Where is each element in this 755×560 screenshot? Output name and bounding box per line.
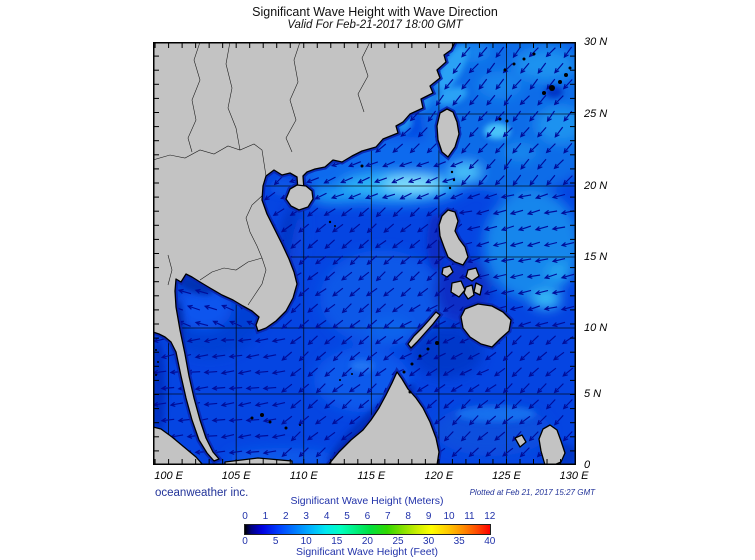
legend-meters-tick: 10 bbox=[443, 511, 455, 522]
legend-feet-title: Significant Wave Height (Feet) bbox=[295, 546, 438, 558]
legend-meters-tick: 6 bbox=[364, 511, 371, 522]
legend-feet-tick: 15 bbox=[331, 536, 343, 547]
lat-label: 30 N bbox=[584, 36, 608, 48]
borneo-island bbox=[327, 371, 440, 465]
hainan-island bbox=[285, 184, 314, 211]
legend-meters-tick: 0 bbox=[242, 511, 248, 522]
cebu-bohol-islands bbox=[463, 284, 475, 300]
wave-height-map bbox=[153, 42, 576, 465]
legend-feet-tick: 40 bbox=[484, 536, 496, 547]
lon-label: 125 E bbox=[492, 470, 521, 482]
legend-meters-tick: 9 bbox=[425, 511, 432, 522]
legend-meters-tick: 11 bbox=[464, 511, 475, 522]
mindoro-island bbox=[441, 265, 454, 278]
legend-meters-tick: 3 bbox=[303, 511, 309, 522]
lon-label: 100 E bbox=[154, 470, 183, 482]
sumatra-island bbox=[153, 426, 204, 465]
legend-feet-tick: 20 bbox=[361, 536, 373, 547]
luzon-island bbox=[438, 209, 469, 266]
lat-label: 25 N bbox=[584, 108, 608, 120]
lat-label: 20 N bbox=[584, 180, 608, 192]
valid-time-subtitle: Valid For Feb-21-2017 18:00 GMT bbox=[287, 19, 463, 31]
legend-feet-tick: 30 bbox=[423, 536, 435, 547]
lat-label: 5 N bbox=[584, 388, 602, 400]
legend-meters-tick: 2 bbox=[283, 511, 289, 522]
legend-feet-tick: 25 bbox=[392, 536, 404, 547]
legend-meters-tick: 4 bbox=[323, 511, 330, 522]
asia-mainland bbox=[153, 42, 456, 462]
legend-meters-tick: 7 bbox=[385, 511, 391, 522]
legend-feet-tick: 0 bbox=[242, 536, 248, 547]
panay-negros-islands bbox=[450, 280, 466, 298]
plotted-timestamp: Plotted at Feb 21, 2017 15:27 GMT bbox=[469, 488, 595, 497]
legend-meters-tick: 12 bbox=[484, 511, 496, 522]
landmasses bbox=[153, 42, 566, 465]
legend-feet-tick: 5 bbox=[272, 536, 279, 547]
country-province-borders bbox=[153, 42, 371, 306]
legend-meters-title: Significant Wave Height (Meters) bbox=[290, 495, 444, 507]
lat-label: 0 bbox=[584, 459, 591, 471]
map-frame bbox=[153, 42, 576, 465]
leyte-island bbox=[473, 282, 483, 296]
palawan-island bbox=[407, 311, 441, 349]
mindanao-island bbox=[460, 303, 512, 348]
small-island bbox=[514, 434, 527, 448]
legend-meters-tick: 8 bbox=[405, 511, 411, 522]
lat-label: 10 N bbox=[584, 322, 608, 334]
legend-meters-tick: 5 bbox=[344, 511, 350, 522]
lon-label: 130 E bbox=[559, 470, 589, 482]
degree-tick-marks bbox=[154, 43, 575, 464]
oceanweather-credit: oceanweather inc. bbox=[155, 487, 249, 499]
lat-label: 15 N bbox=[584, 251, 608, 263]
lon-label: 110 E bbox=[289, 470, 318, 482]
lon-label: 115 E bbox=[357, 470, 386, 482]
page-title: Significant Wave Height with Wave Direct… bbox=[252, 5, 498, 19]
samar-island bbox=[465, 267, 480, 282]
legend-feet-tick: 10 bbox=[300, 536, 312, 547]
lon-label: 120 E bbox=[424, 470, 454, 482]
wave-height-colorbar bbox=[244, 524, 491, 535]
legend-feet-tick: 35 bbox=[453, 536, 465, 547]
small-islets bbox=[155, 52, 572, 430]
taiwan-island bbox=[436, 108, 460, 158]
lon-label: 105 E bbox=[221, 470, 251, 482]
legend-meters-tick: 1 bbox=[262, 511, 269, 522]
